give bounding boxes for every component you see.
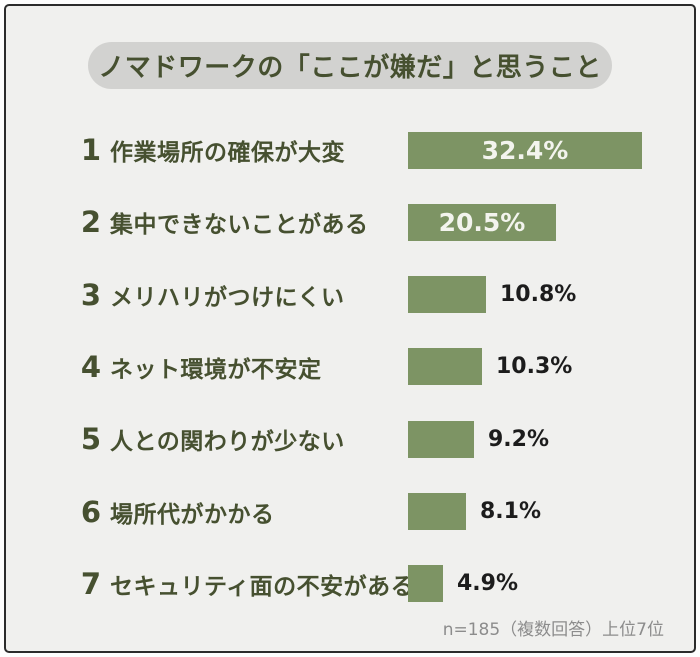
value-label-outside: 10.8%: [500, 282, 577, 308]
bar: [408, 276, 486, 314]
value-label-outside: 8.1%: [480, 499, 542, 524]
chart-row: 1 作業場所の確保が大変 32.4%: [6, 114, 694, 186]
rank-number: 6: [80, 494, 102, 529]
chart-rows: 1 作業場所の確保が大変 32.4% 2 集中できないことがある 20.5% 3…: [6, 6, 694, 651]
rank-number: 2: [80, 205, 102, 240]
category-label: 集中できないことがある: [110, 212, 369, 239]
category-label: ネット環境が不安定: [110, 356, 322, 383]
bar: 20.5%: [408, 203, 556, 241]
chart-row: 4 ネット環境が不安定 10.3%: [6, 331, 694, 403]
category-label: セキュリティ面の不安がある: [110, 573, 415, 600]
chart-row: 3 メリハリがつけにくい 10.8%: [6, 259, 694, 331]
chart-row: 6 場所代がかかる 8.1%: [6, 476, 694, 548]
value-label-inside: 20.5%: [438, 207, 526, 237]
chart-row: 5 人との関わりが少ない 9.2%: [6, 403, 694, 475]
bar: [408, 493, 466, 530]
chart-row: 7 セキュリティ面の不安がある 4.9%: [6, 548, 694, 620]
chart-frame: ノマドワークの「ここが嫌だ」と思うこと 1 作業場所の確保が大変 32.4% 2…: [4, 4, 696, 653]
category-label: 場所代がかかる: [110, 501, 275, 528]
value-label-outside: 10.3%: [496, 354, 573, 380]
bar: [408, 420, 474, 458]
bar: 32.4%: [408, 131, 642, 169]
rank-number: 4: [80, 349, 102, 384]
chart-row: 2 集中できないことがある 20.5%: [6, 186, 694, 258]
value-label-inside: 32.4%: [481, 135, 569, 165]
value-label-outside: 9.2%: [488, 426, 550, 452]
chart-title: ノマドワークの「ここが嫌だ」と思うこと: [98, 53, 602, 83]
category-label: 作業場所の確保が大変: [110, 140, 345, 166]
sample-size-note: n=185（複数回答）上位7位: [442, 620, 664, 640]
bar: [408, 348, 482, 386]
rank-number: 1: [80, 133, 102, 167]
rank-number: 7: [80, 566, 102, 601]
chart-title-pill: ノマドワークの「ここが嫌だ」と思うこと: [88, 42, 612, 89]
category-label: メリハリがつけにくい: [110, 284, 345, 311]
bar: [408, 565, 443, 603]
category-label: 人との関わりが少ない: [110, 429, 345, 456]
value-label-outside: 4.9%: [457, 571, 519, 597]
rank-number: 5: [80, 422, 102, 457]
rank-number: 3: [80, 277, 102, 312]
